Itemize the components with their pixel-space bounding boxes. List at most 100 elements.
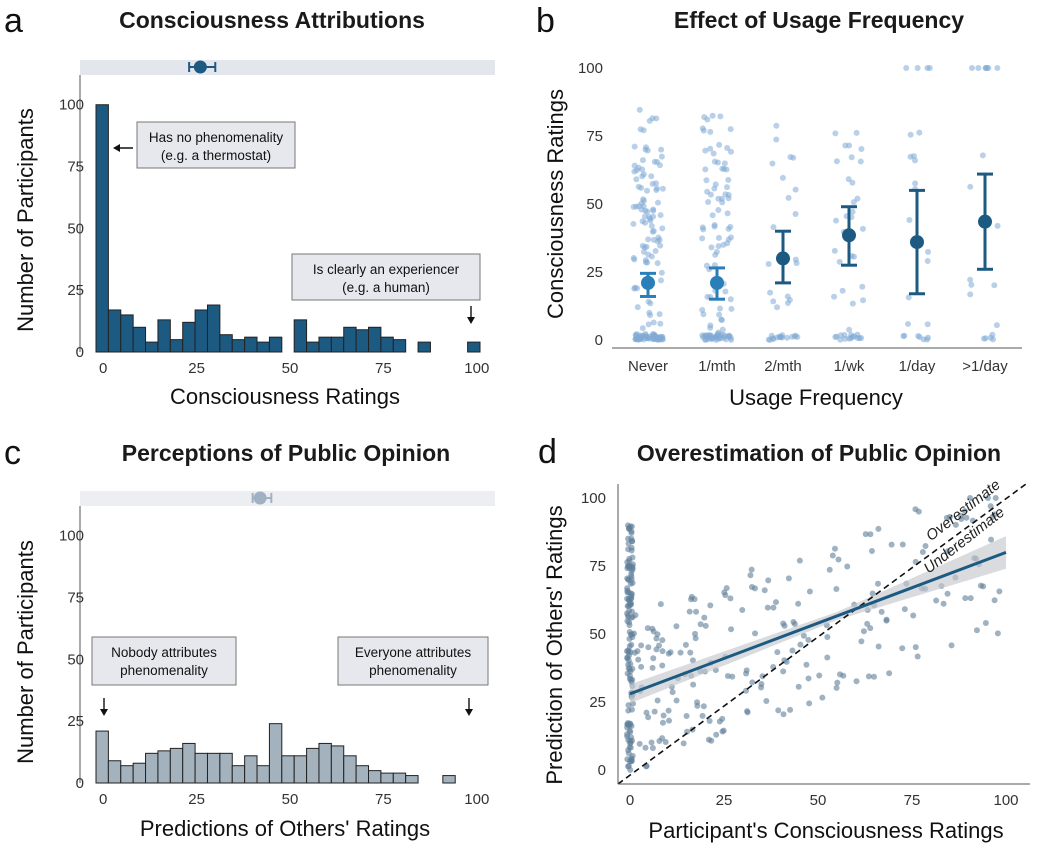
data-point <box>654 697 661 704</box>
data-point <box>977 582 984 589</box>
x-tick-label: 0 <box>99 791 107 808</box>
data-point <box>700 311 707 318</box>
data-point <box>699 712 706 719</box>
data-point <box>724 210 731 217</box>
data-point <box>626 619 633 626</box>
data-point <box>849 300 856 307</box>
data-point <box>944 590 951 597</box>
summary-mean-point <box>193 60 207 74</box>
data-point <box>715 243 722 250</box>
y-tick-label: 0 <box>595 332 603 349</box>
data-point <box>669 689 676 696</box>
data-point <box>632 612 639 619</box>
data-point <box>984 495 991 501</box>
data-point <box>780 668 787 675</box>
data-point <box>800 632 807 639</box>
data-point <box>728 336 735 343</box>
data-point <box>728 626 735 633</box>
data-point <box>785 194 792 201</box>
data-point <box>992 495 999 501</box>
data-point <box>781 657 788 664</box>
histogram-bar <box>417 341 431 353</box>
data-point <box>627 599 634 606</box>
data-point <box>699 224 706 231</box>
y-tick-label: 100 <box>59 528 84 545</box>
data-point <box>834 679 841 686</box>
histogram-bar <box>132 762 147 784</box>
data-point <box>640 336 647 343</box>
data-point <box>910 612 917 619</box>
data-point <box>860 628 867 635</box>
y-tick-label: 25 <box>67 713 84 730</box>
data-point <box>706 334 713 341</box>
histogram-bar <box>231 339 246 353</box>
data-point <box>906 217 913 224</box>
mean-point <box>641 275 655 290</box>
data-point <box>640 171 647 178</box>
y-tick-label: 0 <box>76 344 84 361</box>
data-point <box>980 335 987 342</box>
data-point <box>624 670 631 677</box>
data-point <box>758 684 765 691</box>
data-point <box>829 552 836 559</box>
histogram-bar <box>194 752 208 784</box>
panel-d-ylabel: Prediction of Others' Ratings <box>542 505 567 784</box>
panel-b: b Effect of Usage Frequency Never 1/mth 2/… <box>536 2 1022 410</box>
histogram-bar <box>120 765 134 784</box>
data-point <box>791 620 798 627</box>
data-point <box>724 672 731 679</box>
histogram-bar <box>107 760 122 784</box>
data-point <box>628 523 635 530</box>
data-point <box>989 514 996 521</box>
data-point <box>833 684 840 691</box>
data-point <box>693 608 700 615</box>
histogram-bar <box>132 326 147 353</box>
data-point <box>806 700 813 707</box>
data-point <box>967 291 974 298</box>
data-point <box>628 573 635 580</box>
data-point <box>624 585 631 592</box>
data-point <box>724 144 731 151</box>
data-point <box>773 136 780 143</box>
histogram-bar <box>405 775 419 784</box>
x-tick-label: 25 <box>188 360 205 377</box>
data-point <box>639 218 646 225</box>
y-tick-label: 50 <box>67 220 84 237</box>
y-tick-label: 25 <box>589 694 606 711</box>
data-point <box>826 566 833 573</box>
panel-c-xlabel: Predictions of Others' Ratings <box>140 816 430 841</box>
data-point <box>716 141 723 148</box>
data-point <box>642 207 649 214</box>
data-point <box>958 516 965 523</box>
annotation-everyone-line2: phenomenality <box>369 663 457 678</box>
data-point <box>875 525 882 532</box>
data-point <box>704 188 711 195</box>
panel-a-ylabel: Number of Participants <box>13 108 38 332</box>
histogram-bar <box>157 750 171 784</box>
data-point <box>833 158 840 165</box>
data-point <box>628 595 635 602</box>
histogram-bar <box>206 304 221 353</box>
x-tick-label: 100 <box>464 791 489 808</box>
histogram-bar <box>392 339 407 353</box>
data-point <box>837 336 844 343</box>
data-point <box>987 334 994 341</box>
data-point <box>650 319 657 326</box>
data-point <box>769 160 776 167</box>
data-point <box>628 590 635 597</box>
x-tick-label: 75 <box>375 360 392 377</box>
data-point <box>708 244 715 251</box>
histogram-bar <box>120 314 134 353</box>
data-point <box>996 588 1003 595</box>
data-point <box>844 563 851 570</box>
data-point <box>648 173 655 180</box>
data-point <box>915 508 922 515</box>
data-point <box>650 206 657 213</box>
panel-c-label: c <box>4 434 21 472</box>
x-tick-label: 1/day <box>899 358 936 375</box>
x-tick-label: 100 <box>464 360 489 377</box>
data-point <box>705 198 712 205</box>
y-tick-label: 50 <box>67 651 84 668</box>
data-point <box>944 548 951 555</box>
data-point <box>767 289 774 296</box>
